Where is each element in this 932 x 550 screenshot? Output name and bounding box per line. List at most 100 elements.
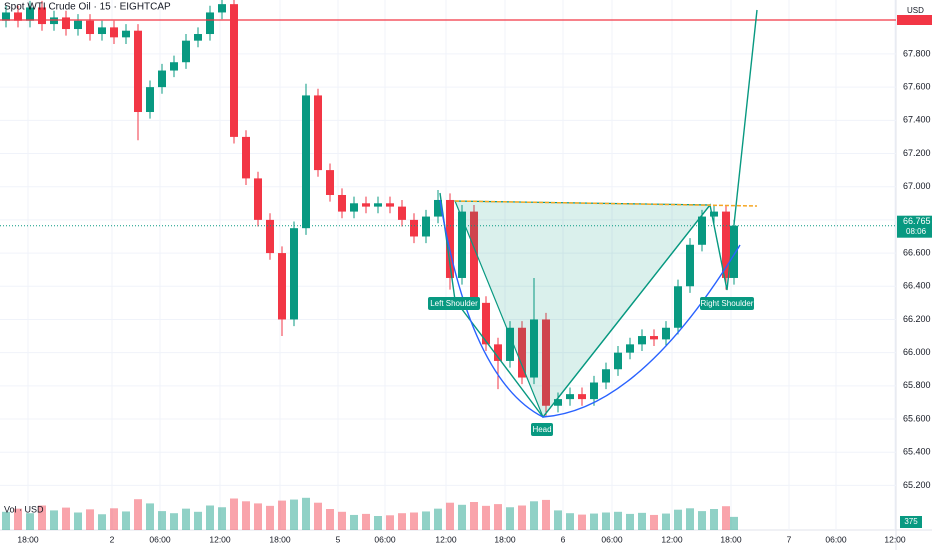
x-tick-label: 18:00 xyxy=(720,534,742,544)
candle-body xyxy=(698,216,706,245)
y-tick-label: 66.200 xyxy=(903,314,931,324)
volume-bar xyxy=(278,500,286,530)
volume-bar xyxy=(350,514,358,530)
candle-body xyxy=(494,344,502,361)
volume-bar xyxy=(446,502,454,530)
volume-bar xyxy=(290,499,298,530)
volume-bar xyxy=(578,514,586,530)
chart-title: Spot WTI Crude Oil · 15 · EIGHTCAP xyxy=(4,2,171,13)
candle-body xyxy=(14,12,22,21)
candle-body xyxy=(650,336,658,340)
candle-body xyxy=(730,225,738,278)
candle-body xyxy=(38,7,46,25)
candle-body xyxy=(98,27,106,35)
candle-body xyxy=(674,286,682,328)
candle-body xyxy=(362,203,370,207)
candle-body xyxy=(326,170,334,195)
candle-body xyxy=(374,203,382,207)
volume-bar xyxy=(230,498,238,530)
volume-bar xyxy=(2,511,10,530)
volume-bar xyxy=(638,512,646,530)
y-tick-label: 67.800 xyxy=(903,48,931,58)
candle-body xyxy=(62,17,70,30)
candle-body xyxy=(566,394,574,400)
candle-body xyxy=(470,211,478,303)
candle-body xyxy=(638,336,646,345)
volume-bar xyxy=(698,511,706,530)
x-tick-label: 12:00 xyxy=(661,534,683,544)
candle-body xyxy=(338,194,346,212)
volume-bar xyxy=(434,508,442,530)
volume-bar xyxy=(674,509,682,530)
candle-body xyxy=(542,319,550,406)
volume-bar xyxy=(398,513,406,530)
volume-bar xyxy=(374,516,382,530)
candle-body xyxy=(350,203,358,212)
volume-bar xyxy=(14,508,22,530)
x-tick-label: 12:00 xyxy=(435,534,457,544)
candle-body xyxy=(230,4,238,137)
volume-bar xyxy=(266,505,274,530)
volume-bar xyxy=(134,499,142,530)
annotation-box xyxy=(700,297,754,310)
y-tick-label: 66.600 xyxy=(903,247,931,257)
candle-body xyxy=(386,203,394,207)
x-tick-label: 2 xyxy=(110,534,115,544)
resistance-tag xyxy=(897,15,932,25)
x-tick-label: 7 xyxy=(787,534,792,544)
candle-body xyxy=(458,211,466,278)
volume-tag xyxy=(900,516,922,528)
candle-body xyxy=(110,27,118,38)
volume-bar xyxy=(218,507,226,530)
volume-bar xyxy=(170,513,178,530)
candle-body xyxy=(518,327,526,378)
annotation: Left Shoulder xyxy=(430,299,478,308)
volume-bar xyxy=(530,501,538,530)
x-tick-label: 6 xyxy=(561,534,566,544)
pattern-legs xyxy=(439,9,758,419)
candle-body xyxy=(602,369,610,383)
x-tick-label: 12:00 xyxy=(209,534,231,544)
volume-bar xyxy=(314,502,322,530)
x-tick-label: 06:00 xyxy=(601,534,623,544)
candle-body xyxy=(614,352,622,370)
volume-bar xyxy=(50,510,58,530)
currency: USD xyxy=(907,6,924,15)
candle-body xyxy=(170,62,178,71)
candle-body xyxy=(266,219,274,254)
y-tick-label: 67.400 xyxy=(903,115,931,125)
volume-bar xyxy=(422,511,430,530)
candle-body xyxy=(134,30,142,113)
volume-bar xyxy=(110,508,118,530)
volume-bar xyxy=(650,514,658,530)
candle-body xyxy=(182,40,190,63)
volume-bar xyxy=(626,513,634,530)
y-tick-label: 67.000 xyxy=(903,181,931,191)
neckline xyxy=(454,200,758,207)
volume-bar xyxy=(182,508,190,530)
y-tick-label: 66.000 xyxy=(903,347,931,357)
candle-body xyxy=(506,327,514,361)
volume-bar xyxy=(26,513,34,530)
annotation: Right Shoulder xyxy=(701,299,754,308)
volume-bar xyxy=(730,516,738,530)
volume-bar xyxy=(602,512,610,530)
y-tick-label: 65.800 xyxy=(903,380,931,390)
price-countdown: 08:06 xyxy=(906,227,927,236)
volume-bar xyxy=(242,501,250,530)
volume-bar xyxy=(146,503,154,530)
volume-bar xyxy=(74,512,82,530)
candle-body xyxy=(50,17,58,25)
candle-body xyxy=(314,95,322,171)
candle-body xyxy=(398,206,406,220)
volume-label: Vol · USD xyxy=(4,504,44,514)
candle-body xyxy=(158,70,166,88)
candle-body xyxy=(74,20,82,30)
candle-body xyxy=(722,211,730,278)
volume-bar xyxy=(62,507,70,530)
candle-body xyxy=(86,20,94,35)
candle-body xyxy=(434,199,442,217)
volume-bar xyxy=(98,514,106,530)
y-tick-label: 67.200 xyxy=(903,148,931,158)
